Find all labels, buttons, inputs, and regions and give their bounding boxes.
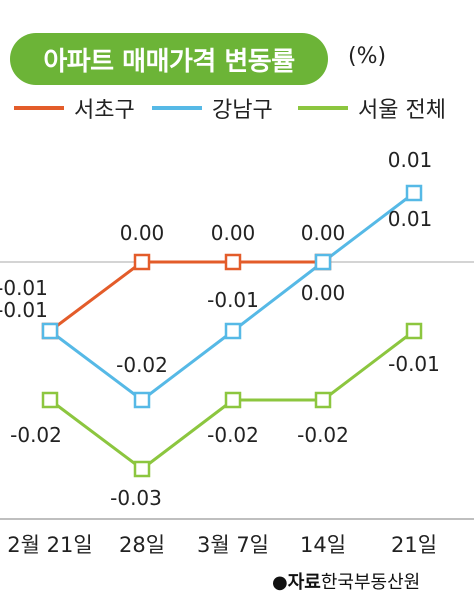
data-label-gangnam-1: -0.02: [116, 353, 168, 377]
chart-title: 아파트 매매가격 변동률: [10, 33, 328, 85]
legend-swatch-seocho: [14, 106, 64, 110]
data-label-seoul-3: -0.02: [297, 423, 349, 447]
legend-item-gangnam: 강남구: [152, 92, 273, 124]
data-label-seoul-0: -0.02: [10, 423, 62, 447]
source-prefix: ●자료: [272, 572, 321, 593]
point-gangnam-4: [405, 184, 423, 202]
point-gangnam-1: [133, 391, 151, 409]
data-label-gangnam-4: 0.01: [388, 148, 433, 172]
series-line-seocho: [49, 260, 323, 333]
data-label-seocho-0: -0.01: [0, 276, 48, 300]
point-seoul-1: [133, 460, 151, 478]
data-label-seoul-2: -0.02: [207, 423, 259, 447]
legend-label-seoul: 서울 전체: [358, 98, 446, 123]
legend-swatch-gangnam: [152, 106, 202, 110]
data-label-extra-0: 0.01: [388, 207, 433, 231]
legend-swatch-seoul: [298, 106, 348, 110]
point-seoul-0: [41, 391, 59, 409]
point-gangnam-3: [314, 253, 332, 271]
data-label-gangnam-3: 0.00: [301, 281, 346, 305]
x-tick-label-4: 21일: [391, 533, 437, 557]
point-seocho-2: [224, 253, 242, 271]
point-gangnam-2: [224, 322, 242, 340]
x-tick-label-3: 14일: [300, 533, 346, 557]
point-gangnam-0: [41, 322, 59, 340]
source-note: ●자료한국부동산원: [272, 568, 420, 594]
unit-label: (%): [348, 44, 387, 69]
legend-item-seocho: 서초구: [14, 92, 135, 124]
data-label-gangnam-2: -0.01: [207, 288, 259, 312]
legend-item-seoul: 서울 전체: [298, 92, 446, 124]
data-label-seocho-3: 0.00: [301, 221, 346, 245]
data-label-seoul-4: -0.01: [388, 352, 440, 376]
point-seoul-3: [314, 391, 332, 409]
data-label-gangnam-0: -0.01: [0, 298, 48, 322]
x-tick-label-0: 2월 21일: [7, 533, 92, 557]
source-text: 한국부동산원: [320, 572, 421, 593]
legend-label-seocho: 서초구: [74, 98, 135, 123]
point-seocho-1: [133, 253, 151, 271]
data-label-seocho-2: 0.00: [211, 221, 256, 245]
data-label-seocho-1: 0.00: [120, 221, 165, 245]
legend: 서초구 강남구 서울 전체: [0, 92, 474, 124]
data-label-seoul-1: -0.03: [110, 486, 162, 510]
legend-label-gangnam: 강남구: [212, 98, 273, 123]
x-tick-label-2: 3월 7일: [197, 533, 269, 557]
x-tick-label-1: 28일: [119, 533, 165, 557]
point-seoul-4: [405, 322, 423, 340]
point-seoul-2: [224, 391, 242, 409]
